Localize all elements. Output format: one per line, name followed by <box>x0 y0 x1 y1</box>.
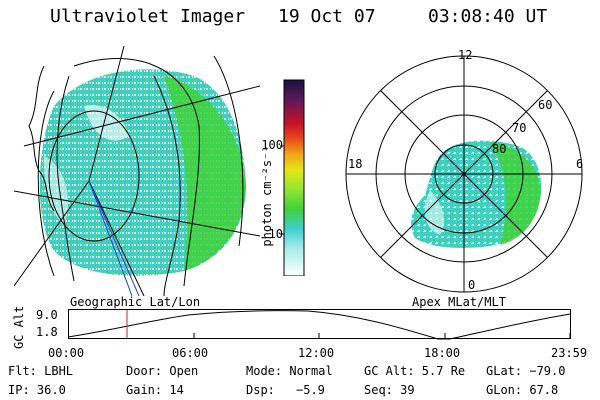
altitude-ylabel: GC Alt <box>12 305 26 349</box>
left-panel-label: Geographic Lat/Lon <box>70 295 201 309</box>
colorbar-tick-10: 10 <box>268 227 283 241</box>
status-dsp-value: −5.9 <box>296 383 325 397</box>
status-glon: GLon: 67.8 <box>486 383 559 397</box>
mlt-label-18: 18 <box>348 157 363 171</box>
altitude-plot <box>68 309 571 340</box>
terminator-lines <box>88 180 140 296</box>
status-gc-alt: GC Alt: 5.7 Re <box>364 364 466 378</box>
status-gain: Gain: 14 <box>126 383 184 397</box>
colorbar-tick-100: 100 <box>261 138 283 152</box>
colorbar-gradient <box>283 79 305 276</box>
status-ip: IP: 36.0 <box>8 383 66 397</box>
instrument-title: Ultraviolet Imager <box>50 6 246 27</box>
status-glat: GLat: −79.0 <box>486 364 566 378</box>
mlt-label-0: 0 <box>468 278 476 292</box>
aurora-image-left <box>39 69 247 276</box>
altitude-curve <box>68 310 571 340</box>
mlat-label-80: 80 <box>492 142 507 156</box>
colorbar-unit-label: photon cm⁻²s⁻¹ <box>260 145 274 247</box>
altitude-xtick-1800: 18:00 <box>424 346 461 360</box>
right-panel-label: Apex MLat/MLT <box>412 295 506 309</box>
mlt-label-12: 12 <box>458 48 473 62</box>
polar-grid <box>345 55 583 293</box>
date-label: 19 Oct 07 <box>278 6 376 27</box>
status-mode: Mode: Normal <box>246 364 333 378</box>
map-grid <box>14 46 260 296</box>
aurora-image-right <box>411 140 542 248</box>
mlt-label-6: 6 <box>576 157 584 171</box>
colorbar <box>280 79 305 276</box>
time-label: 03:08:40 UT <box>428 6 548 27</box>
mlat-label-70: 70 <box>512 121 527 135</box>
altitude-xtick-1200: 12:00 <box>298 346 335 360</box>
status-door: Door: Open <box>126 364 199 378</box>
mlat-label-60: 60 <box>538 98 553 112</box>
geographic-image <box>14 46 260 296</box>
altitude-xtick-2359: 23:59 <box>551 346 588 360</box>
status-filter: Flt: LBHL <box>8 364 74 378</box>
altitude-ytick-high: 9.0 <box>36 308 58 322</box>
altitude-xtick-0600: 06:00 <box>172 346 209 360</box>
status-dsp-label: Dsp: <box>246 383 275 397</box>
altitude-ytick-low: 1.8 <box>36 325 58 339</box>
polar-plot <box>345 55 583 293</box>
altitude-xtick-0000: 00:00 <box>48 346 85 360</box>
status-seq: Seq: 39 <box>364 383 415 397</box>
